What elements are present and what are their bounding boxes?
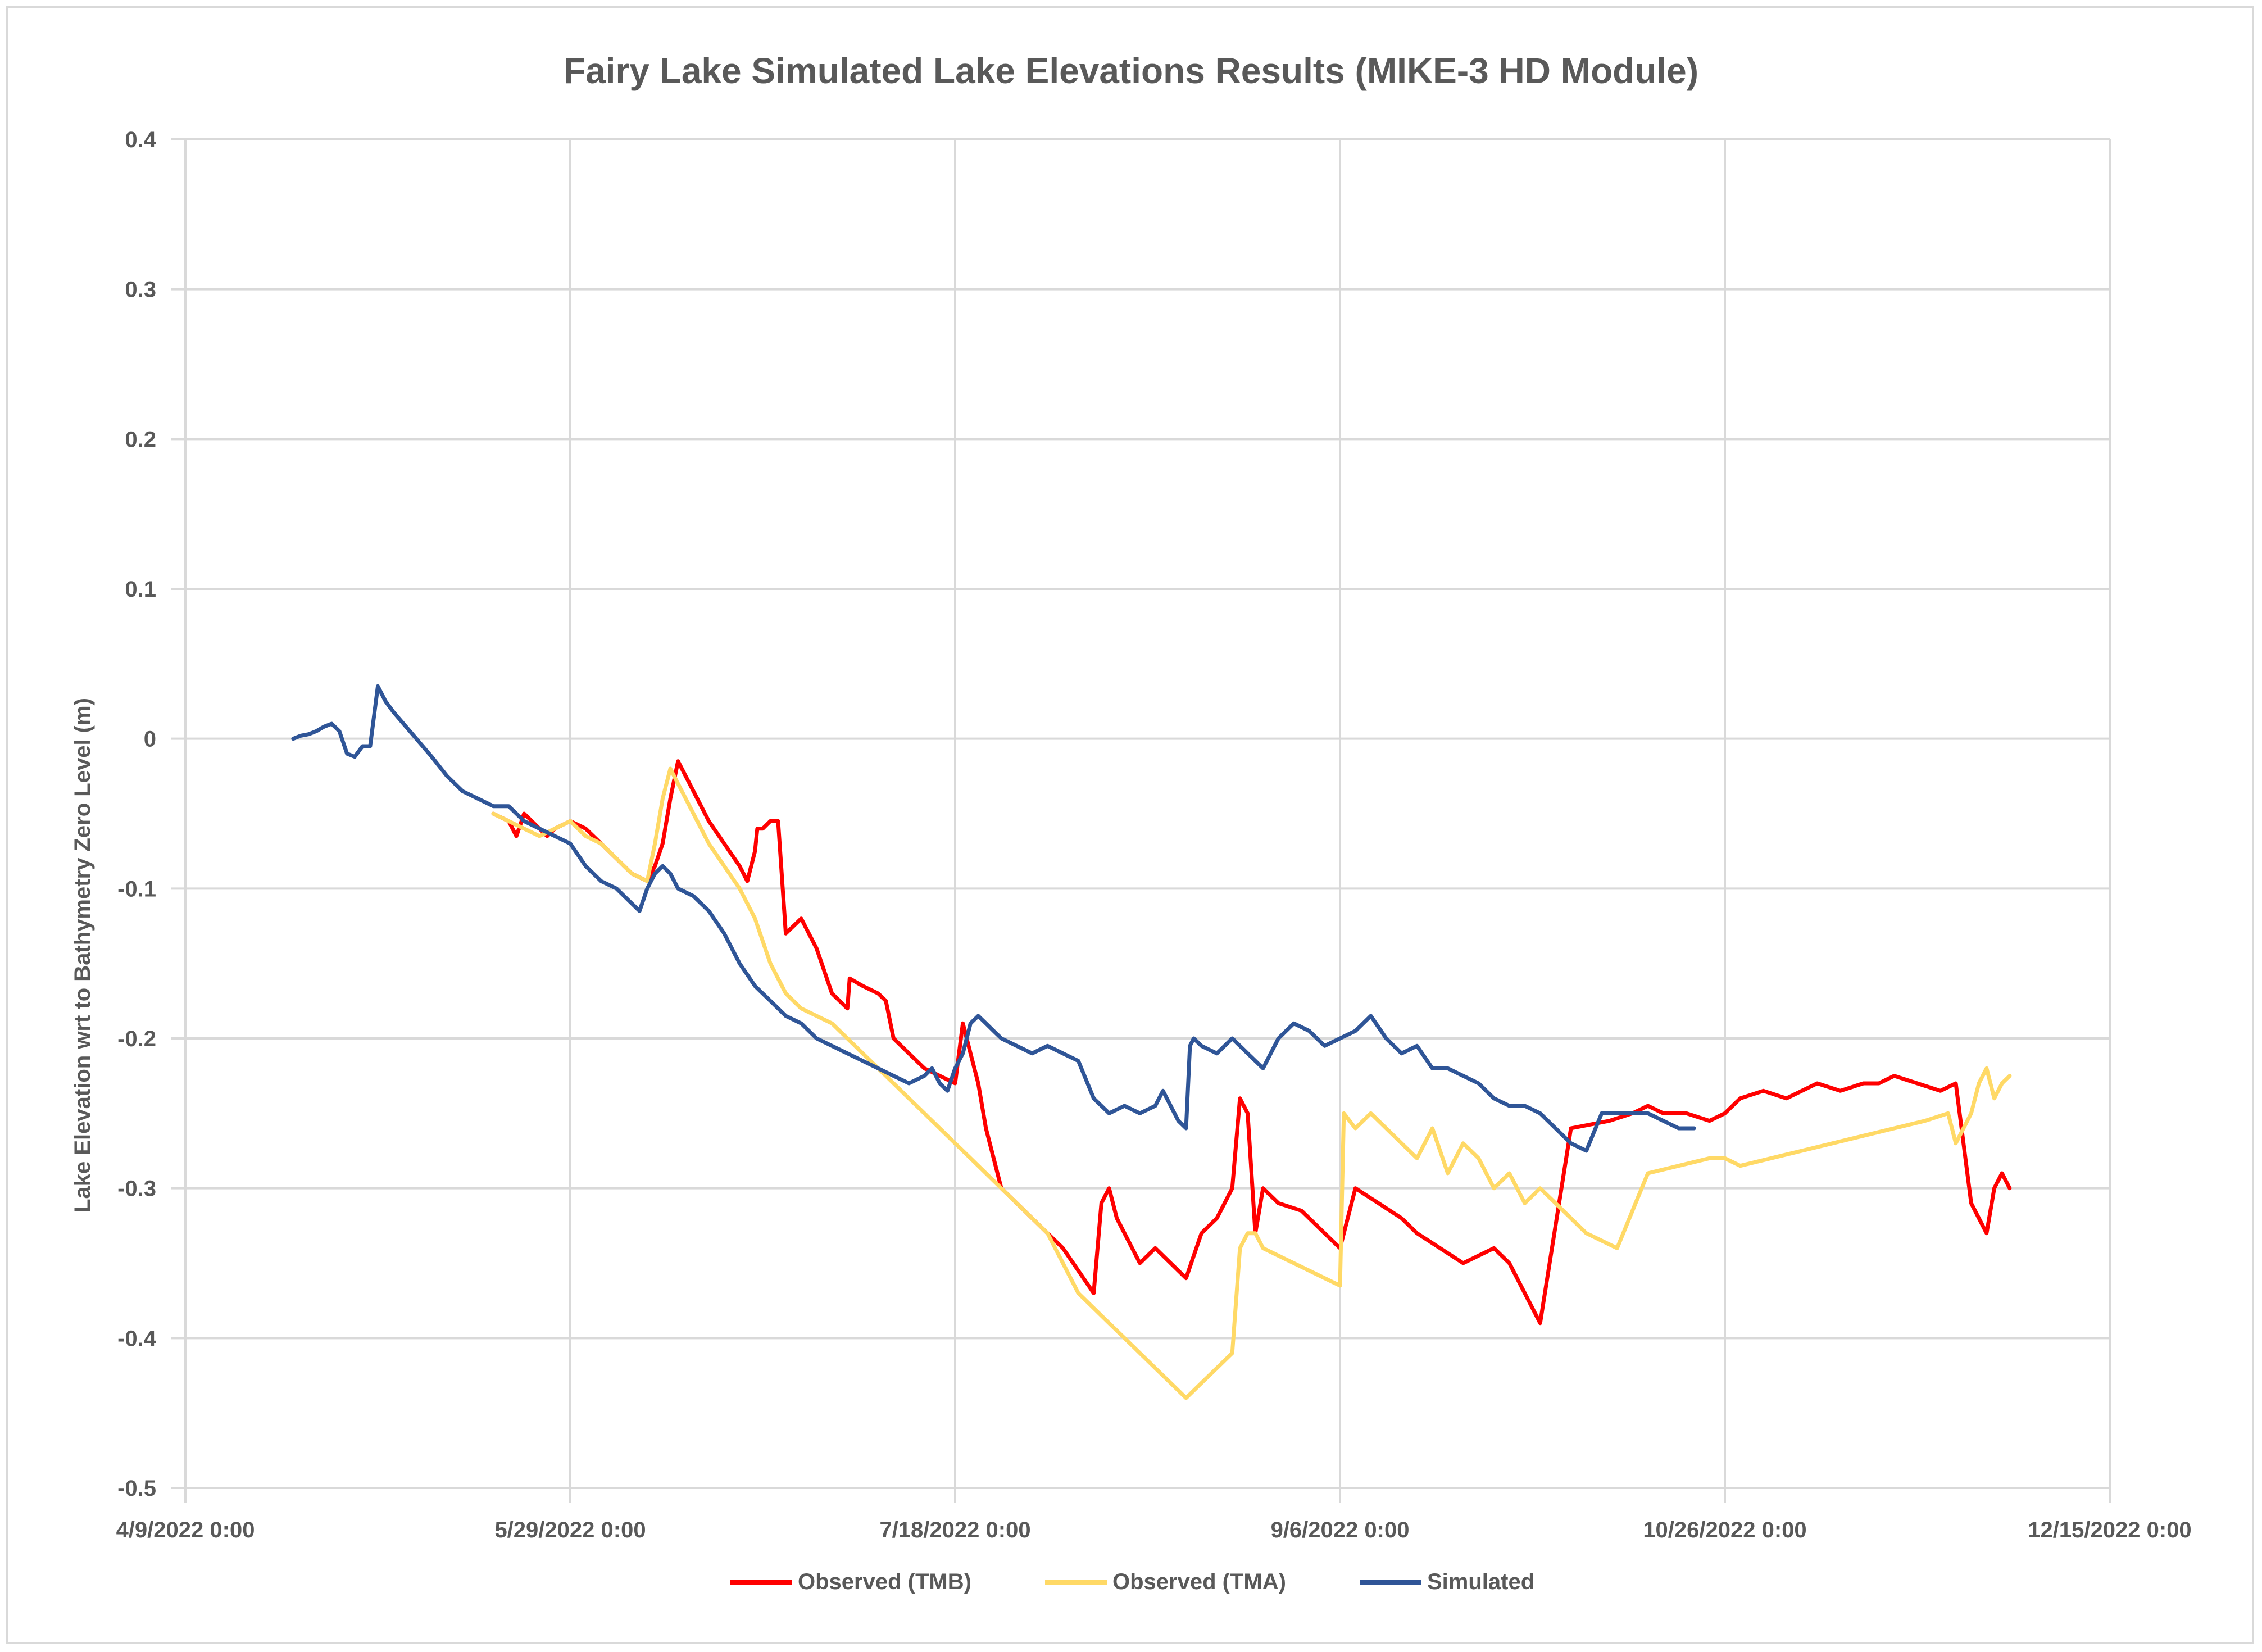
y-tick-label: 0.3 xyxy=(125,278,156,302)
chart-frame xyxy=(6,6,2254,1644)
y-tick-label: -0.5 xyxy=(117,1476,156,1501)
legend-label-simulated: Simulated xyxy=(1427,1569,1534,1594)
y-axis-label: Lake Elevation wrt to Bathymetry Zero Le… xyxy=(70,698,95,1213)
legend-label-observed-tmb: Observed (TMB) xyxy=(798,1569,971,1594)
x-tick-label: 7/18/2022 0:00 xyxy=(879,1518,1030,1542)
series-line-simulated xyxy=(291,684,1696,1153)
axes: 0.4 0.3 0.2 0.1 0 -0.1 -0.2 -0.3 -0.4 -0.5 4/9/202… xyxy=(116,128,2192,1542)
x-tick-label: 10/26/2022 0:00 xyxy=(1643,1518,1806,1542)
x-tick-label: 12/15/2022 0:00 xyxy=(2028,1518,2191,1542)
legend-label-observed-tma: Observed (TMA) xyxy=(1112,1569,1286,1594)
y-tick-label: 0.4 xyxy=(125,128,156,152)
x-tick-label: 9/6/2022 0:00 xyxy=(1271,1518,1410,1542)
y-tick-label: -0.2 xyxy=(117,1027,156,1051)
y-tick-label: 0.1 xyxy=(125,577,156,602)
y-tick-label: 0.2 xyxy=(125,427,156,452)
chart-title: Fairy Lake Simulated Lake Elevations Res… xyxy=(564,51,1698,91)
x-tick-label: 4/9/2022 0:00 xyxy=(116,1518,255,1542)
y-tick-label: -0.4 xyxy=(117,1326,157,1351)
y-tick-label: 0 xyxy=(144,727,156,752)
series-line-observed-tmb xyxy=(491,759,2012,1326)
gridlines xyxy=(184,138,2111,1489)
y-tick-label: -0.1 xyxy=(117,877,156,901)
y-tick-label: -0.3 xyxy=(117,1177,156,1201)
series-lines xyxy=(291,684,2012,1400)
series-line-observed-tma xyxy=(491,766,2012,1400)
x-tick-label: 5/29/2022 0:00 xyxy=(494,1518,646,1542)
legend: Observed (TMB) Observed (TMA) Simulated xyxy=(730,1569,1534,1594)
